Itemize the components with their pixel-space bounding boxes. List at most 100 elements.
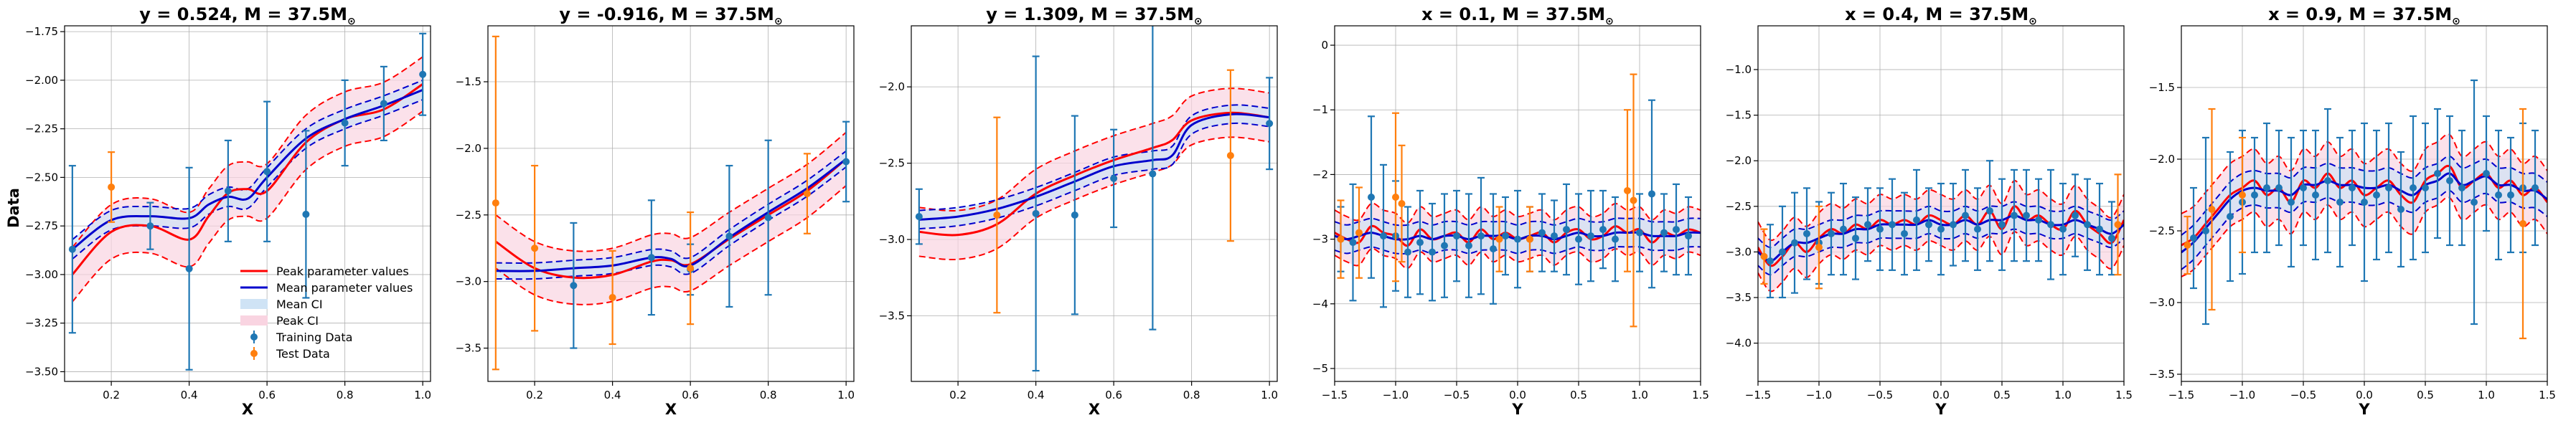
plot-area: [1758, 160, 2124, 299]
y-tick-label: −3.5: [2149, 368, 2175, 381]
training-data-point: [1974, 187, 1981, 271]
test-data-point: [803, 153, 811, 234]
y-tick-label: −2.25: [25, 123, 58, 136]
grid: [911, 26, 1277, 381]
training-data-point: [1551, 199, 1558, 272]
training-data-point: [1538, 193, 1546, 272]
training-data-point: [263, 100, 271, 242]
training-data-point: [2300, 129, 2307, 247]
title-subscript: ⊙: [2029, 16, 2037, 27]
training-data-point: [1840, 182, 1847, 276]
legend-label: Test Data: [276, 347, 330, 361]
y-tick-label: −2.5: [456, 209, 481, 222]
x-tick-label: −1.5: [2168, 389, 2194, 401]
training-data-point: [2023, 168, 2030, 262]
training-data-point: [1465, 193, 1472, 298]
chart-panels: 0.2 0.4 0.6 0.8 1.0−3.50−3.25−3.00−2.75−2.50…: [25, 4, 2556, 418]
training-data-point: [2190, 186, 2197, 290]
x-tick-label: 1.0: [1631, 389, 1648, 401]
legend-label: Mean CI: [276, 298, 323, 311]
training-data-point: [1673, 183, 1680, 276]
axes-frame: [911, 25, 1278, 382]
y-tick-label: −1: [1312, 103, 1328, 116]
training-data-point: [2011, 168, 2018, 262]
training-data-point: [1950, 182, 1957, 267]
test-data-point: [1760, 228, 1768, 285]
x-tick-label: 0.6: [1105, 389, 1122, 401]
axes-frame: [64, 25, 431, 382]
training-data-point: [1864, 187, 1871, 262]
test-data-point: [1526, 206, 1533, 272]
y-tick-label: −5: [1312, 362, 1328, 375]
training-data-point: [224, 139, 232, 242]
training-data-point: [68, 165, 76, 334]
legend-patch-swatch: [240, 315, 268, 325]
training-data-point: [1429, 202, 1436, 302]
legend-label: Peak CI: [276, 314, 319, 328]
training-data-point: [1490, 193, 1497, 305]
training-data-point: [2096, 182, 2103, 276]
training-data-point: [2446, 115, 2453, 247]
x-tick-label: −0.5: [2290, 389, 2316, 401]
test-data-point: [1392, 112, 1399, 282]
legend-label: Mean parameter values: [276, 281, 413, 295]
training-data-point: [1937, 182, 1945, 276]
x-tick-label: 0.8: [337, 389, 354, 401]
training-data-point: [1913, 168, 1920, 271]
legend-item: Test Data: [250, 347, 330, 361]
x-tick-label: 0.6: [682, 389, 699, 401]
training-data-point: [2471, 79, 2478, 325]
chart-panel-4: −1.5 −1.0 −0.5 0.0 0.5 1.0 1.5 −5 −4 −3 −2 −1 0 Yx = …: [1312, 4, 1709, 418]
training-data-point: [842, 120, 850, 203]
test-data-point: [993, 116, 1001, 314]
y-tick-label: −3.0: [879, 233, 905, 246]
legend-item: Peak parameter values: [240, 265, 409, 278]
training-data-point: [1648, 99, 1655, 289]
mean-ci-band: [72, 80, 423, 260]
y-tick-label: −2: [1312, 168, 1328, 181]
y-tick-label: −3.0: [2149, 296, 2175, 309]
test-data-point: [2239, 136, 2246, 254]
training-data-point: [1477, 176, 1485, 295]
title-subscript: ⊙: [1605, 16, 1614, 27]
training-data-point: [2251, 136, 2258, 254]
x-tick-label: −1.0: [2229, 389, 2255, 401]
legend-item: Peak CI: [240, 314, 319, 328]
mean-ci-band: [2181, 156, 2547, 270]
y-tick-label: −1.0: [1726, 63, 1752, 76]
mean-line: [495, 158, 847, 272]
test-data-point: [608, 249, 616, 346]
training-data-point: [2072, 174, 2079, 257]
x-axis-label: X: [665, 401, 677, 418]
training-data-point: [2263, 122, 2270, 254]
legend-label: Training Data: [276, 331, 352, 344]
training-data-point: [1110, 128, 1118, 229]
test-data-point: [1398, 144, 1406, 263]
x-tick-label: −0.5: [1444, 389, 1470, 401]
x-tick-label: 0.0: [2356, 389, 2373, 401]
chart-panel-2: 0.2 0.4 0.6 0.8 1.0 −3.5 −3.0 −2.5 −2.0 −1.5 Xy = …: [456, 4, 855, 418]
training-data-point: [2483, 115, 2490, 232]
training-data-point: [302, 130, 310, 299]
x-tick-label: 1.0: [2054, 389, 2072, 401]
peak-ci-lower-line: [72, 110, 423, 303]
training-data-point: [1441, 193, 1448, 298]
y-tick-label: −1.75: [25, 25, 58, 38]
training-data-point: [1998, 178, 2006, 271]
training-data-point: [1599, 189, 1607, 270]
y-tick-label: −2.5: [2149, 224, 2175, 237]
training-data-point: [764, 139, 772, 296]
y-tick-label: −3.25: [25, 317, 58, 330]
training-data-point: [915, 188, 923, 245]
test-data-point: [1630, 73, 1637, 328]
x-tick-label: 0.2: [103, 389, 120, 401]
training-data-point: [2458, 129, 2465, 247]
training-data-point: [1986, 160, 1993, 262]
training-data-point: [2288, 136, 2295, 268]
legend-marker: [250, 333, 258, 341]
panel-title: y = 1.309, M = 37.5M⊙: [986, 4, 1202, 27]
test-data-point: [1815, 205, 1823, 290]
training-data-point: [570, 222, 578, 349]
x-tick-label: 0.6: [258, 389, 276, 401]
training-data-point: [1901, 191, 1908, 276]
